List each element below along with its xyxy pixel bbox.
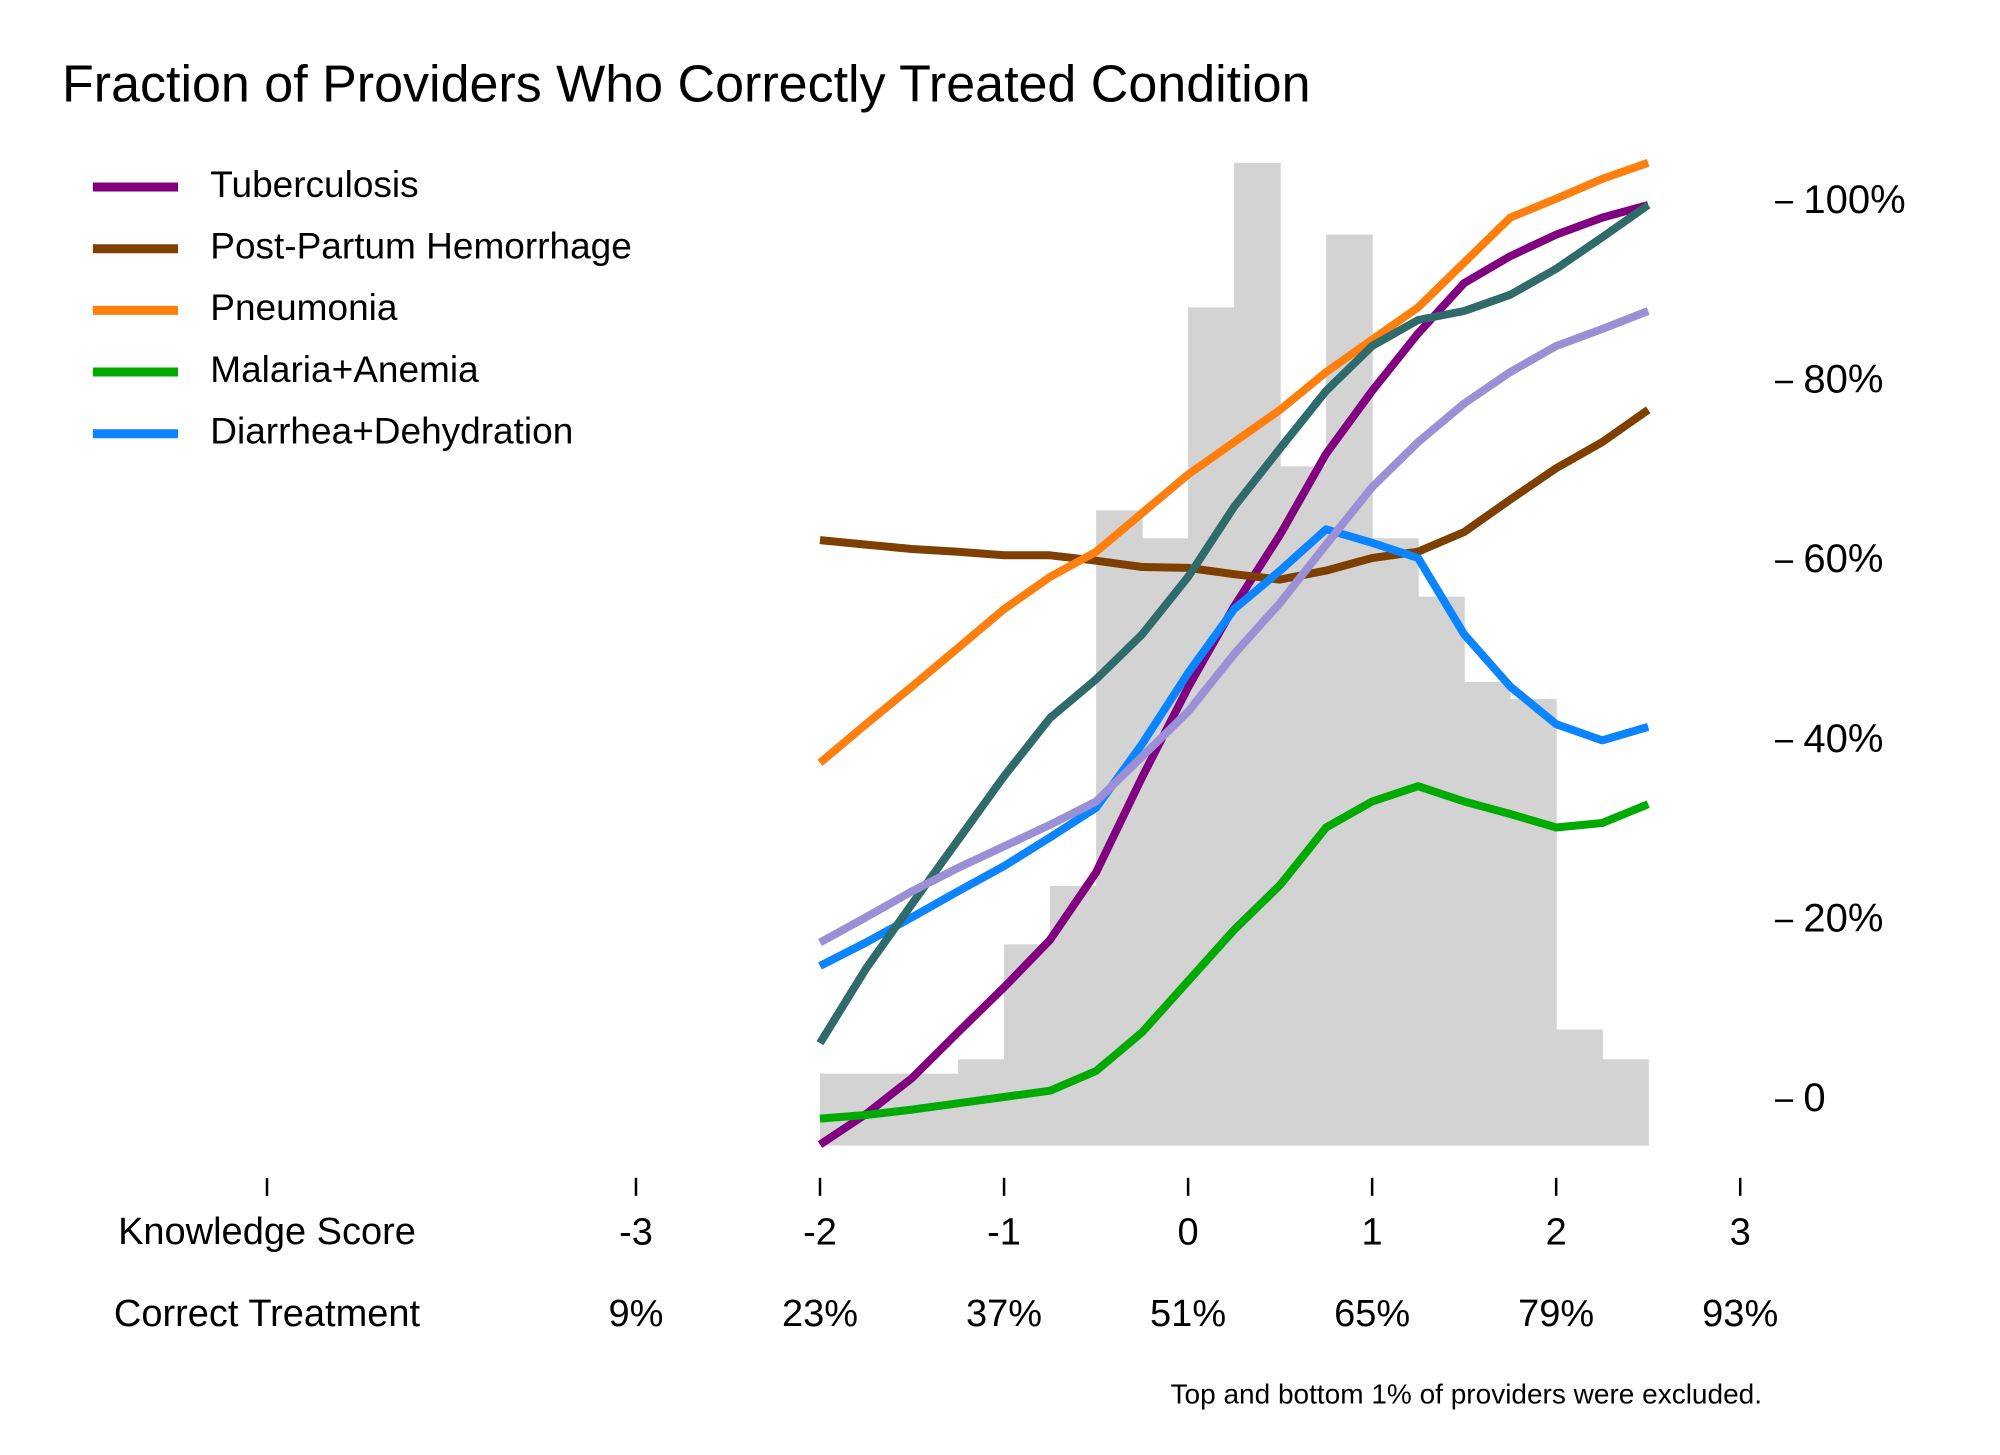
x-tick-label: 1 [1362,1212,1383,1254]
legend-label: Tuberculosis [210,164,418,205]
histogram-bar [1372,538,1419,1146]
histogram-bar [1234,162,1281,1146]
histogram-bar [1602,1059,1649,1146]
x-tick-label: -3 [619,1212,653,1254]
histogram-bar [1464,681,1511,1146]
footnote: Top and bottom 1% of providers were excl… [1171,1378,1762,1409]
x-tick-label: 3 [1730,1212,1751,1254]
x2-tick-label: 93% [1702,1293,1778,1335]
x2-tick-label: 51% [1150,1293,1226,1335]
x2-tick-label: 9% [609,1293,664,1335]
y-tick-label: 60% [1803,537,1883,581]
x-axis-label: Knowledge Score [118,1211,416,1253]
histogram-bar [1556,1029,1603,1146]
x-tick-label: -2 [803,1212,837,1254]
histogram-bar [1418,596,1465,1146]
series-line [819,406,1651,584]
histogram-bar [1142,538,1189,1146]
legend-label: Post-Partum Hemorrhage [210,225,632,266]
x2-tick-label: 79% [1518,1293,1594,1335]
histogram-bar [1188,307,1235,1146]
x-tick-label: 0 [1178,1212,1199,1254]
y-tick-label: 100% [1803,178,1905,222]
series-line [819,782,1650,1123]
legend-label: Malaria+Anemia [210,349,479,390]
chart-title: Fraction of Providers Who Correctly Trea… [62,56,1311,114]
x2-tick-label: 37% [966,1293,1042,1335]
x-tick-label: -1 [987,1212,1021,1254]
x2-tick-label: 23% [782,1293,858,1335]
y-tick-label: 40% [1803,717,1883,761]
x2-axis-label: Correct Treatment [114,1293,421,1335]
legend-label: Pneumonia [210,287,398,328]
legend-label: Diarrhea+Dehydration [210,410,573,451]
y-tick-label: 80% [1803,358,1883,402]
x-tick-label: 2 [1546,1212,1567,1254]
series-line [818,307,1650,947]
y-tick-label: 0 [1803,1076,1825,1120]
histogram-bar [820,1073,867,1146]
series-line [818,525,1650,970]
x2-tick-label: 65% [1334,1293,1410,1335]
series-line [816,201,1651,1046]
y-tick-label: 20% [1803,897,1883,941]
histogram-bar [1510,699,1557,1146]
series-line [817,159,1650,766]
